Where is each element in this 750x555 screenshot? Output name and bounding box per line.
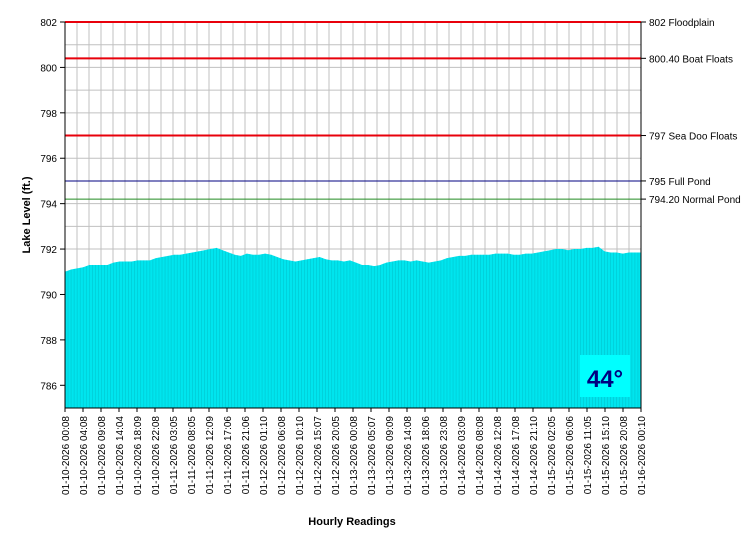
x-tick-label: 01-10-2026 09:08 <box>97 416 108 495</box>
x-tick-label: 01-10-2026 00:08 <box>61 416 72 495</box>
x-tick-label: 01-11-2026 21:06 <box>241 416 252 495</box>
x-tick-label: 01-11-2026 03:05 <box>169 416 180 495</box>
x-tick-label: 01-14-2026 08:08 <box>475 416 486 495</box>
x-tick-label: 01-13-2026 09:09 <box>385 416 396 495</box>
x-tick-label: 01-14-2026 12:08 <box>493 416 504 495</box>
x-tick-label: 01-12-2026 06:08 <box>277 416 288 495</box>
x-tick-label: 01-13-2026 00:08 <box>349 416 360 495</box>
x-tick-label: 01-15-2026 06:06 <box>565 416 576 495</box>
x-tick-label: 01-10-2026 22:08 <box>151 416 162 495</box>
x-tick-label: 01-12-2026 01:10 <box>259 416 270 495</box>
x-axis-label: Hourly Readings <box>308 516 395 528</box>
x-tick-label: 01-13-2026 18:06 <box>421 416 432 495</box>
x-tick-label: 01-10-2026 14:04 <box>115 416 126 495</box>
x-tick-label: 01-15-2026 02:05 <box>547 416 558 495</box>
temperature-value: 44° <box>587 366 623 393</box>
x-tick-label: 01-13-2026 05:07 <box>367 416 378 495</box>
x-tick-label: 01-13-2026 23:08 <box>439 416 450 495</box>
x-tick-label: 01-15-2026 20:08 <box>619 416 630 495</box>
y-tick-label: 796 <box>40 154 57 165</box>
y-tick-label: 792 <box>40 245 57 256</box>
x-tick-label: 01-12-2026 20:05 <box>331 416 342 495</box>
x-tick-label: 01-14-2026 21:10 <box>529 416 540 495</box>
x-tick-label: 01-15-2026 11:05 <box>583 416 594 495</box>
reference-line-label: 794.20 Normal Pond <box>649 195 741 206</box>
x-tick-label: 01-11-2026 08:05 <box>187 416 198 495</box>
reference-line-label: 797 Sea Doo Floats <box>649 132 737 143</box>
reference-line-label: 795 Full Pond <box>649 177 711 188</box>
x-tick-label: 01-12-2026 15:07 <box>313 416 324 495</box>
temperature-badge-group: 44° <box>580 355 630 397</box>
series-area <box>64 246 642 408</box>
reference-lines: 802 Floodplain 800.40 Boat Floats 797 Sea … <box>65 18 741 206</box>
y-tick-label: 798 <box>40 109 57 120</box>
axes: 786 788 790 792 794 796 798 800 802 01-10-2026 00… <box>40 18 648 495</box>
y-axis-label: Lake Level (ft.) <box>21 176 33 253</box>
x-tick-label: 01-11-2026 12:09 <box>205 416 216 495</box>
temperature-badge <box>580 355 630 397</box>
x-tick-label: 01-11-2026 17:06 <box>223 416 234 495</box>
y-tick-label: 794 <box>40 200 57 211</box>
x-tick-label: 01-10-2026 18:09 <box>133 416 144 495</box>
y-tick-label: 786 <box>40 381 57 392</box>
reference-line-label: 802 Floodplain <box>649 18 715 29</box>
x-tick-label: 01-10-2026 04:08 <box>79 416 90 495</box>
y-tick-label: 802 <box>40 18 57 29</box>
x-tick-label: 01-13-2026 14:08 <box>403 416 414 495</box>
x-tick-label: 01-14-2026 17:08 <box>511 416 522 495</box>
y-tick-label: 800 <box>40 63 57 74</box>
x-tick-label: 01-16-2026 00:10 <box>637 416 648 495</box>
reference-line-label: 800.40 Boat Floats <box>649 54 733 65</box>
y-tick-label: 788 <box>40 336 57 347</box>
x-tick-label: 01-15-2026 15:10 <box>601 416 612 495</box>
y-tick-label: 790 <box>40 290 57 301</box>
x-tick-label: 01-12-2026 10:10 <box>295 416 306 495</box>
x-tick-label: 01-14-2026 03:09 <box>457 416 468 495</box>
